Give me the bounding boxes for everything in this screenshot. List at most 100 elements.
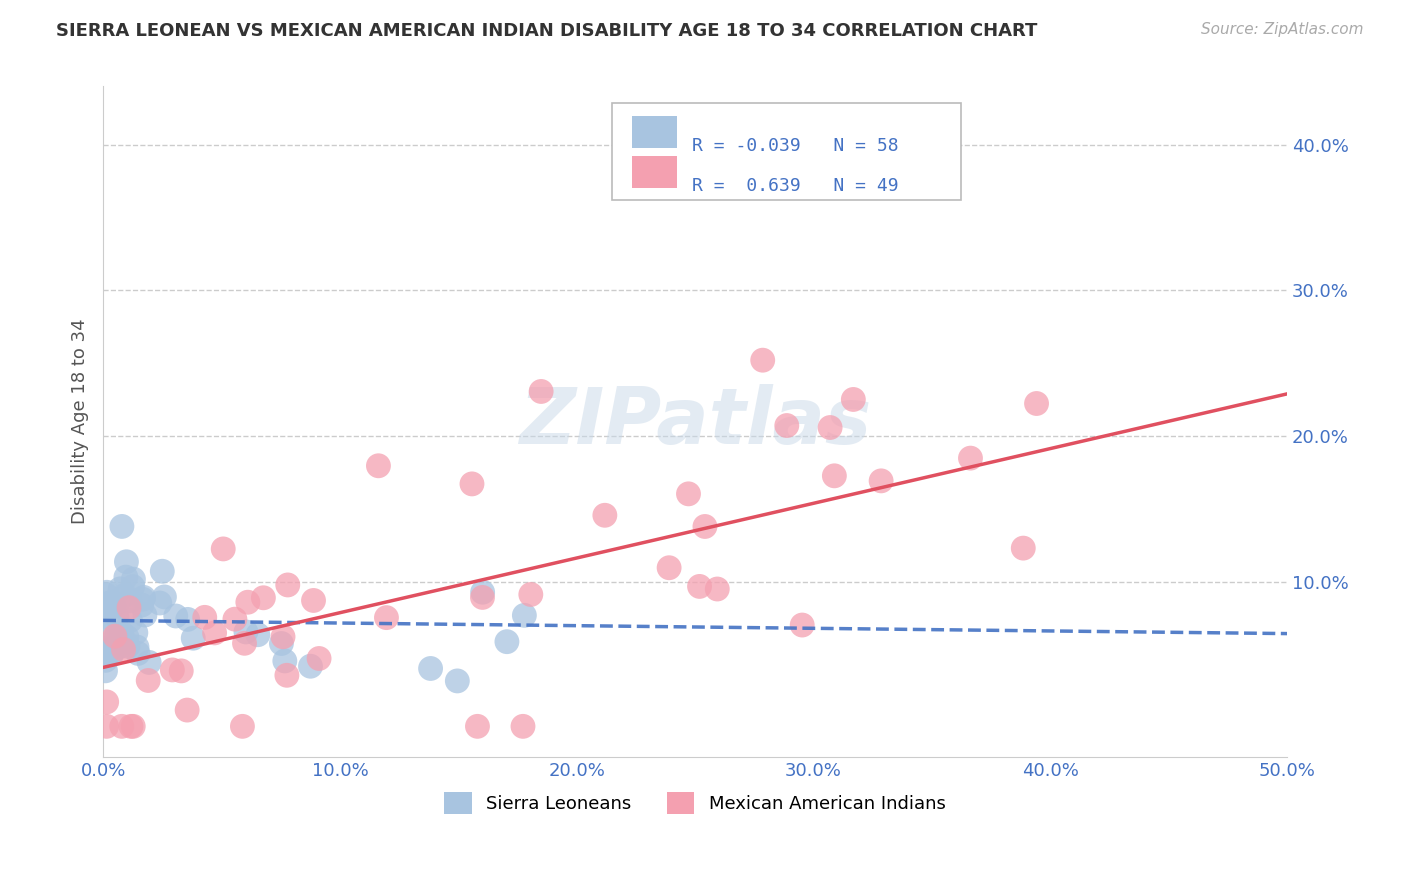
Point [270,636,292,650]
Point [118,594,141,608]
Point [194,610,217,624]
Point [97,611,120,625]
Point [132,591,155,605]
Point [165,609,187,624]
Point [114,588,136,602]
Point [689,579,711,593]
Point [101,599,124,613]
Point [271,630,294,644]
Point [96,695,118,709]
Point [276,668,298,682]
Text: SIERRA LEONEAN VS MEXICAN AMERICAN INDIAN DISABILITY AGE 18 TO 34 CORRELATION CH: SIERRA LEONEAN VS MEXICAN AMERICAN INDIA… [56,22,1038,40]
Point [842,392,865,407]
Point [419,661,441,675]
Point [520,587,543,601]
Text: R = -0.039   N = 58: R = -0.039 N = 58 [692,136,898,155]
Point [121,580,143,594]
Point [120,614,142,628]
Point [776,418,799,433]
Legend: Sierra Leoneans, Mexican American Indians: Sierra Leoneans, Mexican American Indian… [437,785,953,822]
Point [134,607,156,622]
Point [153,590,176,604]
Point [149,596,172,610]
Text: ZIPatlas: ZIPatlas [519,384,872,459]
Point [108,640,131,654]
Point [446,673,468,688]
Point [122,572,145,586]
Point [103,599,125,614]
Point [233,636,256,650]
Point [751,353,773,368]
Bar [633,116,678,148]
Point [108,625,131,640]
Point [96,603,118,617]
Point [471,591,494,605]
Point [122,719,145,733]
Point [120,719,142,733]
Point [302,593,325,607]
Point [131,598,153,612]
Point [97,596,120,610]
Point [1025,396,1047,410]
Point [530,384,553,399]
Point [375,610,398,624]
Point [125,625,148,640]
Point [115,555,138,569]
Point [108,582,131,596]
Point [224,612,246,626]
Point [706,582,728,596]
Point [367,458,389,473]
Point [792,618,814,632]
Point [103,644,125,658]
Point [246,628,269,642]
Point [94,624,117,638]
Point [170,664,193,678]
Point [274,654,297,668]
Point [96,719,118,733]
Point [111,719,134,733]
Point [308,651,330,665]
Point [105,629,128,643]
Point [212,541,235,556]
Point [870,474,893,488]
Point [111,519,134,533]
Point [252,591,274,605]
FancyBboxPatch shape [612,103,962,201]
Point [104,629,127,643]
Point [112,642,135,657]
Point [127,647,149,661]
Point [111,625,134,640]
Point [94,641,117,656]
Point [823,468,845,483]
Point [96,585,118,599]
Point [94,588,117,602]
Point [110,592,132,607]
Point [513,608,536,623]
Point [1012,541,1035,555]
Point [658,560,681,574]
Point [100,648,122,662]
Text: R =  0.639   N = 49: R = 0.639 N = 49 [692,177,898,194]
Point [118,600,141,615]
Point [299,659,322,673]
Point [94,664,117,678]
Point [162,663,184,677]
Point [204,626,226,640]
Point [277,578,299,592]
Point [117,640,139,654]
Y-axis label: Disability Age 18 to 34: Disability Age 18 to 34 [72,318,89,524]
Point [235,624,257,639]
Point [959,451,981,466]
Point [512,719,534,733]
Point [105,610,128,624]
Point [236,595,259,609]
Point [678,487,700,501]
Point [98,642,121,657]
Point [115,630,138,644]
Point [94,653,117,667]
Point [138,656,160,670]
Point [125,640,148,654]
Point [231,719,253,733]
Point [115,570,138,584]
Point [818,420,841,434]
